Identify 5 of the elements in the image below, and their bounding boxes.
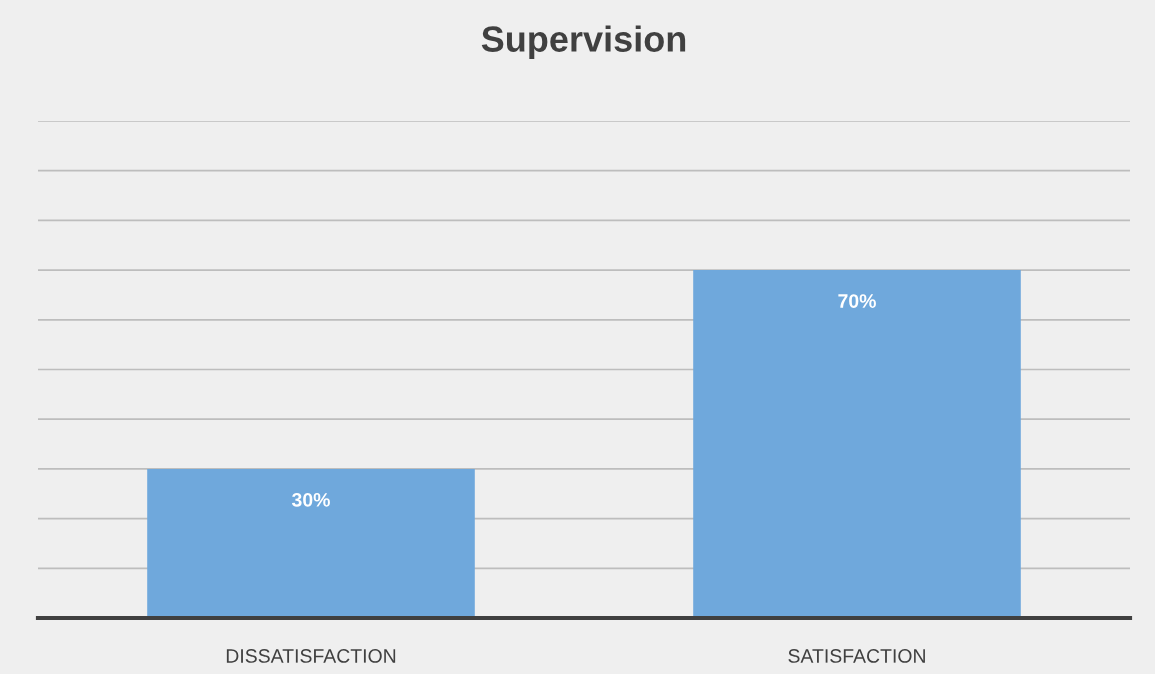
data-label: 70% <box>838 294 876 308</box>
x-tick-label: DISSATISFACTION <box>226 649 396 663</box>
chart-title: Supervision <box>481 25 686 60</box>
data-label: 30% <box>291 492 330 507</box>
x-tick-label: SATISFACTION <box>788 649 925 663</box>
